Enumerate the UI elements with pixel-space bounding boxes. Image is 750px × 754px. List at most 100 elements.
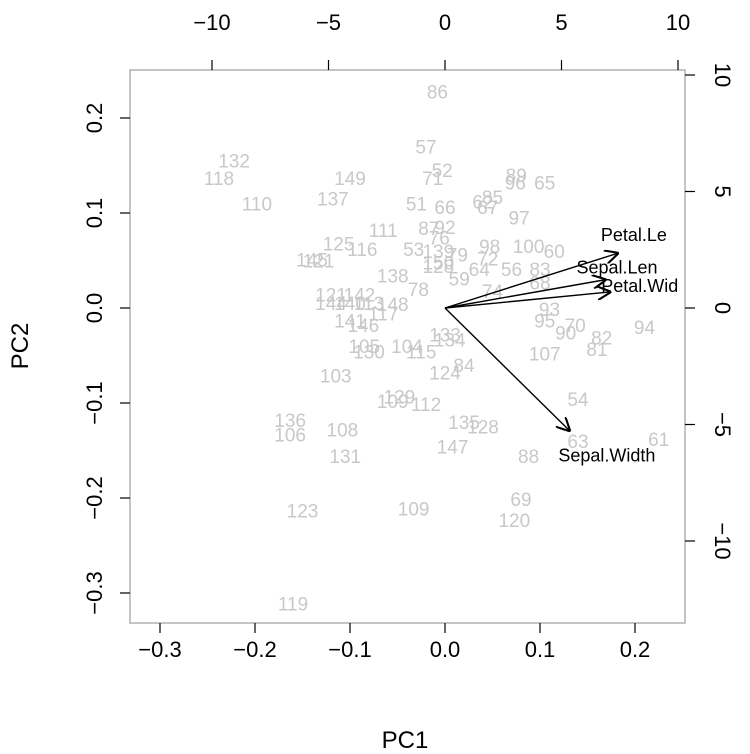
point-label: 130 [353,343,385,364]
point-label: 69 [510,490,531,511]
point-label: 107 [529,345,561,366]
point-label: 81 [586,340,607,361]
point-label: 146 [347,316,379,337]
point-label: 110 [242,194,272,215]
point-label: 119 [278,594,308,615]
point-label: 150 [422,253,454,274]
top-tick-label: 0 [439,10,451,35]
point-label: 131 [329,447,361,468]
point-label: 82 [591,328,612,349]
x-tick-label: 0.2 [620,637,651,662]
point-label: 120 [498,511,530,532]
point-label: 54 [567,390,589,411]
point-label: 90 [555,324,576,345]
x-tick-label: 0.0 [430,637,461,662]
point-label: 135 [448,413,480,434]
point-label: 140 [334,294,366,315]
point-label: 59 [449,269,470,290]
point-label: 128 [467,418,499,439]
point-label: 117 [368,305,398,326]
x-tick-label: −0.2 [233,637,276,662]
loading-label: Sepal.Width [558,446,655,466]
point-label: 121 [303,251,335,272]
point-label: 63 [567,432,588,453]
top-tick-label: −10 [193,10,230,35]
point-label: 53 [403,240,424,261]
point-label: 108 [327,421,359,442]
top-tick-label: −5 [316,10,341,35]
point-label: 85 [482,188,503,209]
point-label: 141 [334,311,366,332]
y-tick-label: −0.2 [82,476,107,519]
point-label: 125 [323,234,355,255]
point-label: 97 [509,209,530,230]
point-label: 92 [434,218,455,239]
point-label: 103 [320,366,352,387]
point-label: 96 [505,174,526,195]
point-label: 95 [534,311,555,332]
point-label: 106 [274,425,306,446]
point-label: 89 [506,166,527,187]
point-label: 147 [437,438,469,459]
point-label: 116 [347,240,377,261]
point-label: 132 [218,152,250,173]
point-label: 142 [344,286,376,307]
point-label: 61 [648,430,669,451]
point-label: 138 [377,267,409,288]
loading-arrow [444,307,570,432]
point-label: 104 [391,337,423,358]
point-label: 148 [377,295,409,316]
loading-label: Petal.Wid [601,276,678,296]
point-label: 62 [472,193,493,214]
right-tick-label: 5 [710,185,735,197]
point-label: 67 [477,198,498,219]
plot-frame [129,69,686,624]
point-label: 70 [565,316,586,337]
point-label: 51 [406,194,427,215]
point-label: 94 [634,318,656,339]
point-label: 76 [429,229,450,250]
point-label: 112 [411,395,441,416]
point-label: 87 [418,219,439,240]
point-label: 118 [204,169,234,190]
point-label: 129 [384,387,416,408]
point-label: 65 [534,174,555,195]
loading-label: Sepal.Len [577,258,658,278]
point-label: 105 [348,337,380,358]
x-tick-label: 0.1 [525,637,556,662]
point-label: 124 [429,364,461,385]
loading-arrow [444,253,619,309]
point-label: 64 [469,260,491,281]
point-label: 121 [315,286,347,307]
point-label: 111 [369,221,398,242]
right-tick-label: 0 [710,302,735,314]
point-label: 123 [287,501,319,522]
point-label: 88 [518,447,539,468]
clip-helper [686,68,687,69]
point-label: 113 [354,294,384,315]
y-tick-label: −0.3 [82,571,107,614]
point-label: 57 [415,137,436,158]
loading-arrow [444,292,611,309]
point-label: 52 [432,161,453,182]
point-label: 68 [529,273,550,294]
point-label: 144 [315,294,347,315]
loading-label: Petal.Le [601,225,667,245]
point-label: 98 [479,237,500,258]
point-label: 128 [422,257,454,278]
point-label: 109 [398,499,430,520]
point-label: 133 [429,326,461,347]
point-label: 86 [427,82,448,103]
point-label: 145 [296,250,328,271]
loading-arrow [444,280,607,309]
point-label: 84 [453,356,475,377]
right-tick-label: −5 [710,412,735,437]
right-tick-label: −10 [710,522,735,559]
point-label: 78 [408,280,429,301]
point-label: 71 [422,169,443,190]
point-label: 66 [434,198,455,219]
top-tick-label: 5 [555,10,567,35]
